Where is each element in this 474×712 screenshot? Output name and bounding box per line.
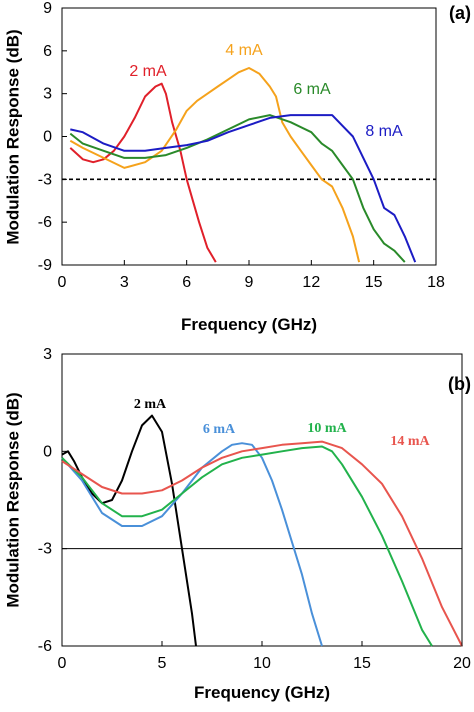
panel-b-x-tick-label: 10 [253,655,271,672]
panel-a-x-tick-label: 6 [182,274,191,291]
panel-b-series-line-2-ma [61,414,197,647]
panel-a-series-line-8-ma [70,114,417,263]
panel-b-series-label-6ma: 6 mA [203,422,236,437]
panel-b-x-tick-label: 15 [353,655,371,672]
panel-b-plot-frame [61,353,463,647]
panel-a: 0 3 6 9 12 15 18 -9 -6 -3 0 3 6 9 Frequency (GHz) Mo… [3,0,471,334]
panel-a-series-label-2ma: 2 mA [129,63,167,80]
panel-a-x-tick-label: 0 [58,274,67,291]
panel-a-y-ticks: -9 -6 -3 0 3 6 9 [38,0,67,274]
panel-a-x-tick-label: 12 [302,274,320,291]
panel-a-x-tick-label: 15 [365,274,383,291]
panel-a-y-axis-label: Modulation Response (dB) [3,29,22,244]
panel-a-y-tick-label: 0 [43,129,52,146]
panel-b-x-tick-label: 0 [58,655,67,672]
panel-a-y-tick-label: -3 [38,171,52,188]
panel-b: 0 5 10 15 20 -6 -3 0 3 Frequency (GHz) Modulati… [3,346,471,702]
panel-b-y-tick-label: 3 [43,346,52,363]
panel-b-series-group [61,414,463,647]
panel-a-series-group [69,67,417,263]
panel-b-y-axis-label: Modulation Response (dB) [3,392,22,607]
panel-b-x-axis-label: Frequency (GHz) [194,683,330,702]
panel-b-series-label-14ma: 14 mA [390,434,430,449]
panel-b-y-ticks: -6 -3 0 3 [38,346,67,655]
panel-b-series-label-2ma: 2 mA [134,397,167,412]
panel-b-series-line-6-ma [61,442,323,647]
panel-b-y-tick-label: -3 [38,541,52,558]
panel-a-series-line-4-ma [69,67,361,263]
panel-a-y-tick-label: 9 [43,0,52,17]
panel-a-x-tick-label: 3 [120,274,129,291]
panel-a-series-label-8ma: 8 mA [365,123,403,140]
panel-b-series-label-10ma: 10 mA [307,421,347,436]
panel-a-x-axis-label: Frequency (GHz) [181,315,317,334]
panel-b-x-tick-label: 5 [158,655,167,672]
panel-a-x-ticks: 0 3 6 9 12 15 18 [58,260,445,291]
panel-a-series-label-4ma: 4 mA [225,42,263,59]
panel-a-series-label-6ma: 6 mA [293,81,331,98]
panel-b-x-tick-label: 20 [453,655,471,672]
panel-a-y-tick-label: 3 [43,86,52,103]
panel-b-series-line-14-ma [61,440,463,647]
panel-b-x-ticks: 0 5 10 15 20 [58,641,471,672]
panel-a-y-tick-label: -6 [38,214,52,231]
panel-a-x-tick-label: 18 [427,274,445,291]
panel-a-label: (a) [449,3,471,23]
panel-b-y-tick-label: 0 [43,443,52,460]
panel-b-series-line-10-ma [61,445,433,647]
panel-a-series-line-6-ma [69,114,406,263]
panel-a-x-tick-label: 9 [245,274,254,291]
panel-a-y-tick-label: -9 [38,257,52,274]
panel-b-label: (b) [448,374,471,394]
panel-b-y-tick-label: -6 [38,638,52,655]
panel-a-series-line-2-ma [69,82,217,263]
panel-a-y-tick-label: 6 [43,43,52,60]
